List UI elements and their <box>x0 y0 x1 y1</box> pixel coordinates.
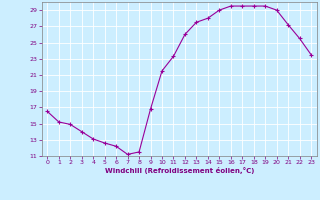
X-axis label: Windchill (Refroidissement éolien,°C): Windchill (Refroidissement éolien,°C) <box>105 167 254 174</box>
